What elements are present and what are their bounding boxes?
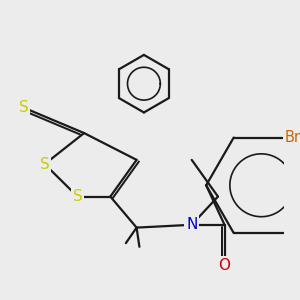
Text: S: S [40,157,50,172]
Text: N: N [186,217,197,232]
Text: S: S [19,100,28,115]
Text: O: O [218,258,230,273]
Text: S: S [73,189,82,204]
Text: Br: Br [285,130,300,145]
